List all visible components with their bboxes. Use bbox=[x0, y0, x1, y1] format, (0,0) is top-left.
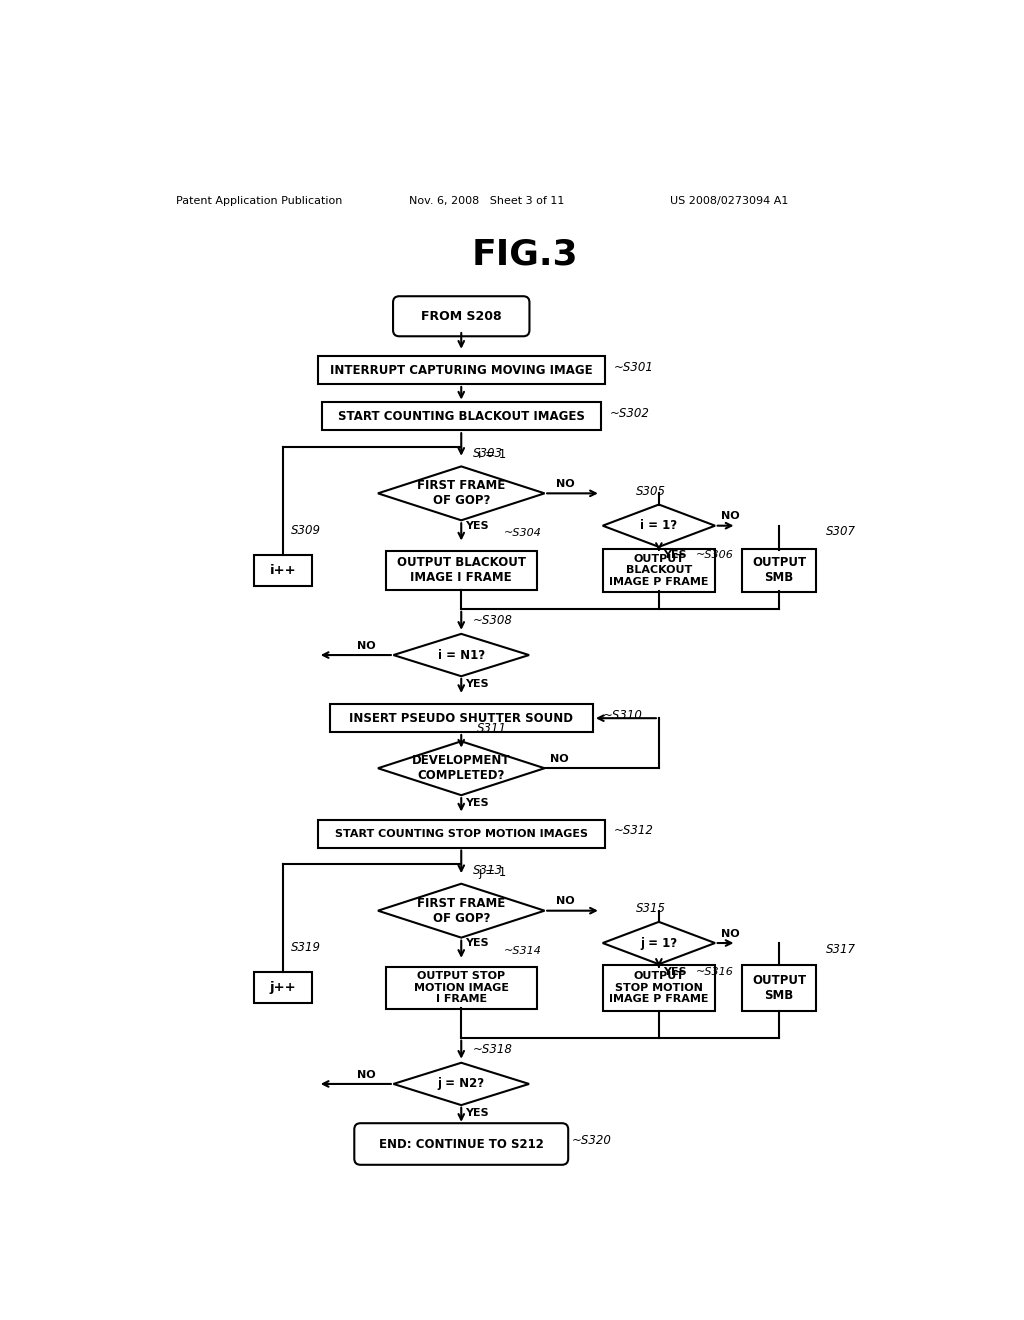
Bar bbox=[386, 552, 537, 590]
Text: OUTPUT STOP
MOTION IMAGE
I FRAME: OUTPUT STOP MOTION IMAGE I FRAME bbox=[414, 972, 509, 1005]
Text: Patent Application Publication: Patent Application Publication bbox=[176, 195, 342, 206]
Text: ~S310: ~S310 bbox=[602, 709, 642, 722]
Text: YES: YES bbox=[465, 680, 488, 689]
Text: S319: S319 bbox=[291, 941, 321, 954]
Text: YES: YES bbox=[465, 520, 488, 531]
Polygon shape bbox=[378, 884, 545, 937]
Bar bbox=[254, 554, 312, 586]
Text: OUTPUT
SMB: OUTPUT SMB bbox=[752, 556, 806, 585]
Text: NO: NO bbox=[356, 640, 375, 651]
Text: FIRST FRAME
OF GOP?: FIRST FRAME OF GOP? bbox=[417, 896, 506, 925]
Text: S313: S313 bbox=[473, 865, 503, 878]
Text: START COUNTING BLACKOUT IMAGES: START COUNTING BLACKOUT IMAGES bbox=[338, 409, 585, 422]
Bar bbox=[254, 973, 312, 1003]
Text: S307: S307 bbox=[825, 525, 855, 539]
Text: OUTPUT BLACKOUT
IMAGE I FRAME: OUTPUT BLACKOUT IMAGE I FRAME bbox=[396, 556, 525, 585]
Text: NO: NO bbox=[556, 896, 574, 907]
Bar bbox=[603, 549, 715, 591]
Polygon shape bbox=[378, 466, 545, 520]
Bar bbox=[386, 966, 537, 1008]
Text: j = N2?: j = N2? bbox=[437, 1077, 484, 1090]
Text: S305: S305 bbox=[636, 484, 666, 498]
Text: DEVELOPMENT
COMPLETED?: DEVELOPMENT COMPLETED? bbox=[412, 754, 511, 783]
Bar bbox=[317, 356, 604, 384]
Text: FIG.3: FIG.3 bbox=[471, 238, 579, 272]
Bar bbox=[330, 705, 593, 733]
Bar bbox=[742, 965, 816, 1011]
Bar bbox=[322, 403, 601, 430]
Text: j++: j++ bbox=[269, 981, 296, 994]
Text: NO: NO bbox=[550, 754, 569, 764]
Text: YES: YES bbox=[663, 968, 686, 977]
Text: YES: YES bbox=[465, 1109, 488, 1118]
Text: i++: i++ bbox=[269, 564, 296, 577]
Text: ~S318: ~S318 bbox=[473, 1043, 513, 1056]
Text: i = 1?: i = 1? bbox=[640, 519, 678, 532]
Text: S311: S311 bbox=[477, 722, 507, 735]
Text: OUTPUT
STOP MOTION
IMAGE P FRAME: OUTPUT STOP MOTION IMAGE P FRAME bbox=[609, 972, 709, 1005]
Text: NO: NO bbox=[356, 1069, 375, 1080]
Text: NO: NO bbox=[721, 511, 739, 521]
FancyBboxPatch shape bbox=[354, 1123, 568, 1164]
Text: ~S308: ~S308 bbox=[473, 614, 513, 627]
Text: j = 1?: j = 1? bbox=[640, 936, 678, 949]
Text: OUTPUT
BLACKOUT
IMAGE P FRAME: OUTPUT BLACKOUT IMAGE P FRAME bbox=[609, 554, 709, 587]
Polygon shape bbox=[393, 1063, 529, 1105]
Text: FROM S208: FROM S208 bbox=[421, 310, 502, 323]
Text: ~S314: ~S314 bbox=[504, 945, 542, 956]
Text: ~S320: ~S320 bbox=[571, 1134, 611, 1147]
Text: INSERT PSEUDO SHUTTER SOUND: INSERT PSEUDO SHUTTER SOUND bbox=[349, 711, 573, 725]
Polygon shape bbox=[393, 634, 529, 676]
Text: S315: S315 bbox=[636, 902, 666, 915]
Text: ~S306: ~S306 bbox=[696, 550, 734, 560]
Bar bbox=[742, 549, 816, 591]
Text: OUTPUT
SMB: OUTPUT SMB bbox=[752, 974, 806, 1002]
Text: S303: S303 bbox=[473, 446, 503, 459]
Text: INTERRUPT CAPTURING MOVING IMAGE: INTERRUPT CAPTURING MOVING IMAGE bbox=[330, 363, 593, 376]
Text: ~S301: ~S301 bbox=[614, 360, 653, 374]
Polygon shape bbox=[603, 504, 715, 546]
Text: ~S312: ~S312 bbox=[614, 824, 653, 837]
FancyBboxPatch shape bbox=[393, 296, 529, 337]
Polygon shape bbox=[378, 742, 545, 795]
Text: YES: YES bbox=[663, 550, 686, 560]
Text: NO: NO bbox=[556, 479, 574, 490]
Text: END: CONTINUE TO S212: END: CONTINUE TO S212 bbox=[379, 1138, 544, 1151]
Text: j = 1: j = 1 bbox=[478, 866, 507, 879]
Text: S317: S317 bbox=[825, 942, 855, 956]
Text: ~S302: ~S302 bbox=[610, 407, 650, 420]
Polygon shape bbox=[603, 921, 715, 964]
Bar bbox=[317, 820, 604, 847]
Text: NO: NO bbox=[721, 929, 739, 939]
Bar bbox=[603, 965, 715, 1011]
Text: i = N1?: i = N1? bbox=[437, 648, 484, 661]
Text: Nov. 6, 2008   Sheet 3 of 11: Nov. 6, 2008 Sheet 3 of 11 bbox=[409, 195, 564, 206]
Text: YES: YES bbox=[465, 939, 488, 948]
Text: US 2008/0273094 A1: US 2008/0273094 A1 bbox=[671, 195, 788, 206]
Text: S309: S309 bbox=[291, 524, 321, 537]
Text: ~S316: ~S316 bbox=[696, 968, 734, 977]
Text: START COUNTING STOP MOTION IMAGES: START COUNTING STOP MOTION IMAGES bbox=[335, 829, 588, 838]
Text: YES: YES bbox=[465, 797, 488, 808]
Text: ~S304: ~S304 bbox=[504, 528, 542, 539]
Text: FIRST FRAME
OF GOP?: FIRST FRAME OF GOP? bbox=[417, 479, 506, 507]
Text: i = 1: i = 1 bbox=[478, 449, 507, 462]
